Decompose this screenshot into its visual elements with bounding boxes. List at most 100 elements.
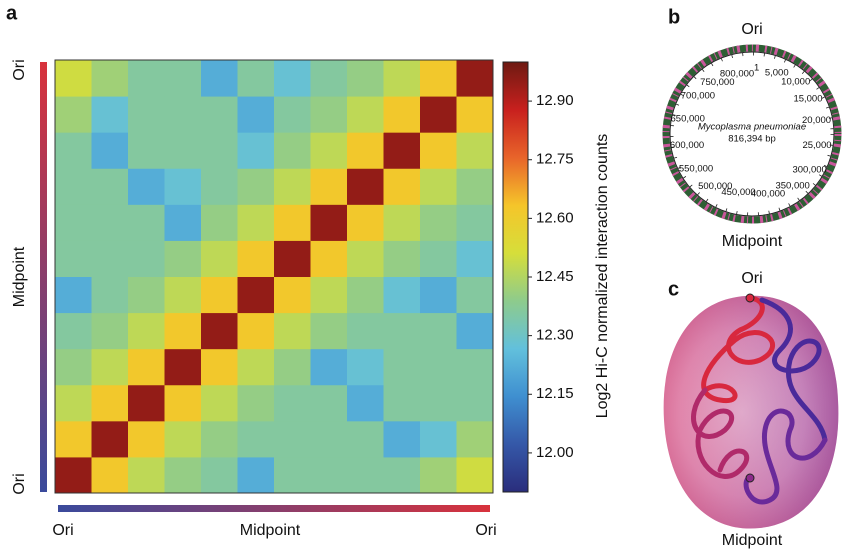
ori-label: Ori (741, 270, 762, 287)
genome-position-label: 500,000 (698, 181, 732, 192)
heatmap-cell (55, 276, 92, 314)
genome-position-label: 300,000 (792, 165, 826, 176)
chromosome-model: Ori Midpoint (663, 270, 839, 549)
heatmap-cell (383, 420, 421, 458)
heatmap-cell (274, 132, 311, 169)
heatmap-cell (310, 456, 348, 494)
genome-position-label: 20,000 (802, 115, 831, 126)
heatmap-cell (383, 204, 421, 241)
heatmap-cell (55, 384, 92, 422)
heatmap-cell (91, 204, 129, 241)
genome-size: 816,394 bp (728, 134, 776, 145)
heatmap-cell (310, 276, 348, 314)
heatmap-cell (347, 456, 384, 494)
genome-ticks (670, 52, 834, 216)
heatmap-cell (55, 96, 92, 133)
heatmap-cell (201, 204, 238, 241)
genome-position-label: 700,000 (681, 91, 715, 102)
y-axis-label: Midpoint (11, 246, 28, 307)
heatmap-cell (237, 420, 275, 458)
heatmap-cell (128, 276, 165, 314)
heatmap-cell (274, 348, 311, 386)
heatmap-cell (237, 204, 275, 241)
heatmap-cell (164, 420, 202, 458)
heatmap-cell (274, 420, 311, 458)
heatmap-cell (55, 60, 92, 97)
heatmap-cell (164, 96, 202, 133)
heatmap-cell (128, 420, 165, 458)
heatmap-cell (274, 168, 311, 205)
heatmap-cell (420, 348, 457, 386)
heatmap-cell (347, 312, 384, 350)
genome-position-label: 1 (754, 63, 759, 74)
heatmap-cell (237, 60, 275, 97)
heatmap-cell (128, 168, 165, 205)
heatmap-cell (55, 348, 92, 386)
heatmap-cell (383, 276, 421, 314)
heatmap-cell (310, 348, 348, 386)
heatmap-cell (347, 384, 384, 422)
heatmap-cell (420, 240, 457, 277)
heatmap-cell (456, 132, 494, 169)
genome-position-label: 350,000 (775, 181, 809, 192)
heatmap-cell (91, 132, 129, 169)
heatmap-cell (383, 240, 421, 277)
genome-position-label: 750,000 (700, 77, 734, 88)
heatmap-cell (456, 456, 494, 494)
heatmap-cell (420, 312, 457, 350)
heatmap-cell (456, 60, 494, 97)
heatmap-cell (55, 240, 92, 277)
genome-position-label: 25,000 (802, 140, 831, 151)
heatmap-cell (310, 168, 348, 205)
colorbar (502, 61, 529, 493)
heatmap-cell (164, 240, 202, 277)
heatmap-cell (310, 96, 348, 133)
colorbar-tick-label: 12.15 (536, 385, 574, 402)
midpoint-label: Midpoint (722, 532, 783, 549)
heatmap-cell (347, 420, 384, 458)
heatmap-cell (274, 96, 311, 133)
heatmap-cell (55, 420, 92, 458)
heatmap-cell (91, 168, 129, 205)
heatmap-cell (55, 204, 92, 241)
x-axis-bar (58, 505, 490, 512)
heatmap-cell (383, 384, 421, 422)
genome-ring-stripes (662, 44, 842, 224)
heatmap-cell (420, 96, 457, 133)
heatmap-cell (164, 384, 202, 422)
organism-name: Mycoplasma pneumoniae (698, 122, 806, 133)
heatmap-cell (128, 132, 165, 169)
heatmap-cell (237, 168, 275, 205)
midpoint-label: Midpoint (722, 233, 783, 250)
heatmap-cell (310, 204, 348, 241)
heatmap-cell (420, 276, 457, 314)
genome-position-label: 650,000 (671, 114, 705, 125)
heatmap-cell (201, 132, 238, 169)
heatmap-cell (164, 168, 202, 205)
heatmap-cell (310, 384, 348, 422)
heatmap-cell (164, 312, 202, 350)
heatmap-cell (128, 312, 165, 350)
heatmap-cell (91, 456, 129, 494)
heatmap-cell (456, 420, 494, 458)
heatmap-cell (347, 204, 384, 241)
y-axis-bar (40, 62, 47, 492)
heatmap-cell (456, 348, 494, 386)
heatmap-cell (201, 456, 238, 494)
colorbar-ticks: 12.00 12.15 12.30 12.45 12.60 12.75 12.90 (528, 92, 574, 461)
heatmap-cell (237, 348, 275, 386)
x-axis-label: Ori (475, 522, 496, 539)
heatmap-cell (91, 384, 129, 422)
genome-position-label: 15,000 (793, 94, 822, 105)
heatmap-cell (237, 384, 275, 422)
heatmap-cell (91, 276, 129, 314)
heatmap-cell (91, 96, 129, 133)
heatmap-cell (55, 312, 92, 350)
heatmap-cell (347, 60, 384, 97)
heatmap-cell (347, 168, 384, 205)
heatmap-cell (347, 276, 384, 314)
panel-letter: a (6, 2, 18, 24)
heatmap-cell (420, 384, 457, 422)
heatmap-cell (128, 96, 165, 133)
